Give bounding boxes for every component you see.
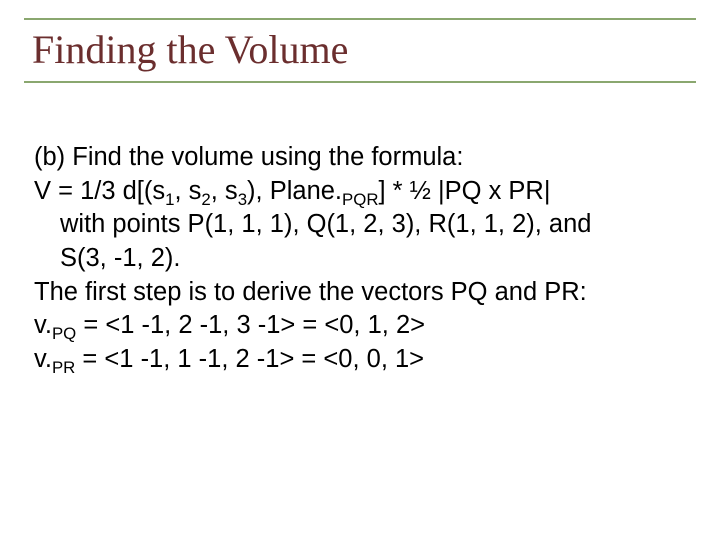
body-line-7: v.PR = <1 -1, 1 -1, 2 -1> = <0, 0, 1>: [34, 343, 686, 377]
l6-part-b: = <1 -1, 2 -1, 3 -1> = <0, 1, 2>: [76, 311, 425, 339]
body-line-6: v.PQ = <1 -1, 2 -1, 3 -1> = <0, 1, 2>: [34, 309, 686, 343]
slide-body: (b) Find the volume using the formula: V…: [28, 83, 692, 377]
l6-sub-pq: PQ: [52, 324, 76, 343]
body-line-4: S(3, -1, 2).: [34, 242, 686, 276]
l7-part-a: v.: [34, 345, 52, 373]
l2-part-c: , s: [211, 177, 238, 205]
l2-sub-pqr: PQR: [342, 190, 378, 209]
body-line-2: V = 1/3 d[(s1, s2, s3), Plane.PQR] * ½ |…: [34, 175, 686, 209]
body-line-3: with points P(1, 1, 1), Q(1, 2, 3), R(1,…: [34, 208, 686, 242]
l7-sub-pr: PR: [52, 358, 75, 377]
body-line-5: The first step is to derive the vectors …: [34, 276, 686, 310]
l2-sub-2: 2: [201, 190, 210, 209]
body-line-1: (b) Find the volume using the formula:: [34, 141, 686, 175]
l7-part-b: = <1 -1, 1 -1, 2 -1> = <0, 0, 1>: [75, 345, 424, 373]
l2-part-a: V = 1/3 d[(s: [34, 177, 165, 205]
l2-sub-3: 3: [238, 190, 247, 209]
l6-part-a: v.: [34, 311, 52, 339]
l2-part-b: , s: [174, 177, 201, 205]
l2-part-d: ), Plane.: [247, 177, 342, 205]
slide-title: Finding the Volume: [26, 26, 694, 73]
l2-part-e: ] * ½ |PQ x PR|: [378, 177, 550, 205]
title-rule-box: Finding the Volume: [24, 18, 696, 83]
